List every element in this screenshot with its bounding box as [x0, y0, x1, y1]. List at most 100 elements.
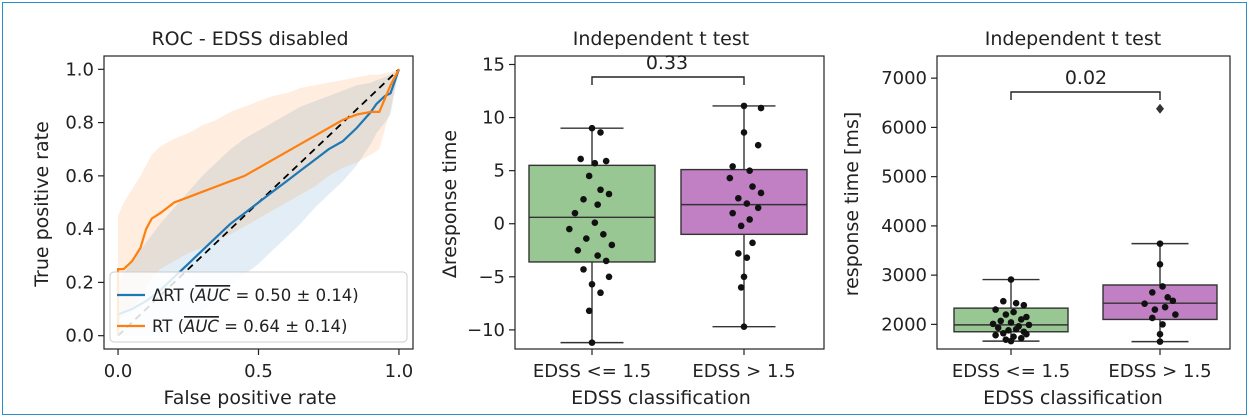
ytick-label: 2000	[881, 314, 927, 335]
data-point-high-edss	[1149, 314, 1156, 322]
data-point-low-edss	[1012, 326, 1020, 333]
data-point-low-edss	[1005, 326, 1012, 334]
roc-axes-frame	[103, 55, 414, 350]
data-point-low-edss	[594, 201, 601, 208]
data-point-low-edss	[1002, 336, 1010, 343]
ytick-label: 4000	[881, 216, 927, 237]
roc-panel: ROC - EDSS disabled False positive rate …	[31, 28, 414, 409]
data-point-low-edss	[585, 307, 593, 315]
data-point-high-edss	[1164, 293, 1171, 301]
box-high-edss	[680, 168, 808, 236]
xtick-label-high-edss: EDSS > 1.5	[692, 361, 795, 382]
rt-xlabel: EDSS classification	[983, 387, 1163, 409]
ytick-label: 5	[494, 161, 505, 182]
data-point-high-edss	[757, 104, 765, 112]
data-point-high-edss	[1156, 330, 1164, 338]
data-point-low-edss	[588, 280, 596, 288]
box-low-edss	[528, 164, 656, 263]
ytick-label: 0	[494, 214, 505, 235]
data-point-high-edss	[735, 194, 742, 202]
data-point-low-edss	[600, 231, 607, 238]
data-point-high-edss	[1151, 306, 1159, 313]
delta-rt-axes-frame	[514, 55, 825, 350]
roc-ytick-label: 0.2	[65, 272, 94, 293]
data-point-low-edss	[591, 159, 599, 167]
data-point-high-edss	[746, 167, 753, 174]
data-point-low-edss	[1023, 313, 1030, 321]
data-point-high-edss	[737, 284, 745, 291]
rt-title: Independent t test	[985, 28, 1161, 50]
data-point-high-edss	[737, 222, 745, 230]
data-point-low-edss	[571, 209, 579, 217]
data-point-high-edss	[729, 163, 736, 170]
data-point-low-edss	[585, 172, 593, 180]
data-point-high-edss	[1156, 240, 1164, 247]
roc-xtick-label: 1.0	[385, 361, 414, 382]
delta-rt-panel: Independent t test EDSS classification Δ…	[439, 28, 825, 409]
data-point-low-edss	[605, 273, 613, 281]
data-point-high-edss	[749, 239, 756, 247]
data-point-low-edss	[1000, 297, 1007, 305]
legend-label-rt: RT (AUC = 0.64 ± 0.14)	[152, 317, 347, 336]
outlier-high-edss	[1156, 103, 1164, 114]
data-point-high-edss	[1169, 297, 1177, 305]
box-high-edss	[1102, 284, 1218, 321]
delta-rt-plot: −10 −5 0 5 10 15 EDSS <= 1.5 EDSS > 1.5	[467, 54, 808, 382]
data-point-low-edss	[1010, 308, 1017, 316]
rt-ylabel: response time [ms]	[841, 112, 863, 297]
ytick-label: 15	[482, 54, 505, 75]
data-point-high-edss	[1159, 283, 1166, 290]
roc-legend: ΔRT (AUC = 0.50 ± 0.14) RT (AUC = 0.64 ±…	[109, 271, 408, 343]
roc-legend-box	[109, 271, 408, 343]
data-point-high-edss	[740, 323, 748, 331]
delta-rt-title: Independent t test	[573, 28, 749, 50]
roc-ytick-label: 0.0	[65, 326, 94, 347]
data-point-low-edss	[580, 266, 587, 273]
ytick-label: −10	[467, 320, 505, 341]
data-point-high-edss	[1141, 300, 1148, 307]
data-point-low-edss	[1017, 334, 1025, 342]
roc-ytick-label: 0.6	[65, 166, 94, 187]
data-point-low-edss	[594, 252, 601, 259]
data-point-low-edss	[583, 235, 590, 242]
data-point-high-edss	[757, 189, 765, 197]
ytick-label: 10	[482, 108, 505, 129]
roc-ytick-label: 0.4	[65, 219, 94, 240]
data-point-low-edss	[591, 219, 599, 226]
rt-pvalue: 0.02	[1065, 67, 1107, 89]
data-point-high-edss	[740, 102, 748, 110]
xtick-label-low-edss: EDSS <= 1.5	[952, 361, 1070, 382]
data-point-high-edss	[743, 254, 751, 262]
ytick-label: −5	[478, 267, 505, 288]
ytick-label: 6000	[881, 117, 927, 138]
data-point-low-edss	[992, 331, 999, 339]
xtick-label-high-edss: EDSS > 1.5	[1108, 361, 1211, 382]
data-point-high-edss	[1159, 321, 1166, 328]
ytick-label: 5000	[881, 167, 927, 188]
data-point-low-edss	[580, 196, 587, 203]
data-point-high-edss	[1156, 338, 1164, 345]
roc-xlabel: False positive rate	[164, 387, 337, 409]
data-point-high-edss	[740, 273, 748, 281]
roc-ytick-label: 1.0	[65, 59, 94, 80]
delta-rt-pvalue: 0.33	[646, 52, 688, 74]
roc-line-rt	[116, 68, 400, 336]
rt-axes-frame	[936, 55, 1231, 350]
data-point-high-edss	[1156, 261, 1164, 268]
xtick-label-low-edss: EDSS <= 1.5	[533, 361, 651, 382]
ytick-label: 7000	[881, 68, 927, 89]
delta-rt-ylabel: Δresponse time	[439, 130, 461, 278]
data-point-low-edss	[1002, 311, 1010, 318]
roc-ticks: 0.0 0.5 1.0 0.0 0.2 0.4 0.6 0.8 1.0	[65, 59, 413, 382]
data-point-low-edss	[602, 257, 610, 265]
roc-xtick-label: 0.0	[104, 361, 133, 382]
data-point-low-edss	[597, 186, 604, 194]
ytick-label: 3000	[881, 265, 927, 286]
data-point-low-edss	[597, 289, 604, 297]
roc-xtick-label: 0.5	[244, 361, 273, 382]
data-point-low-edss	[992, 306, 999, 313]
data-point-low-edss	[1007, 319, 1015, 326]
data-point-low-edss	[994, 324, 1002, 332]
data-point-high-edss	[735, 250, 742, 257]
